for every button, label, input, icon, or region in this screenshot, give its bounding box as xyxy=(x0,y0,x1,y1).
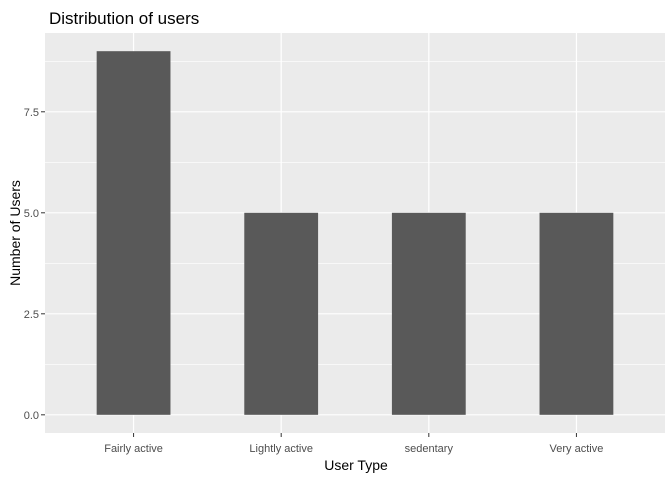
bar xyxy=(96,51,171,415)
bars xyxy=(96,51,614,415)
x-tick-label: Very active xyxy=(550,443,604,455)
y-tick-label: 7.5 xyxy=(24,107,39,119)
x-axis-title: User Type xyxy=(324,457,388,473)
x-tick-label: Lightly active xyxy=(249,443,313,455)
y-tick-label: 0.0 xyxy=(24,410,39,422)
bar xyxy=(539,212,614,415)
y-tick-label: 5.0 xyxy=(24,208,39,220)
x-tick-label: sedentary xyxy=(405,443,454,455)
chart-title: Distribution of users xyxy=(49,9,199,28)
bar xyxy=(391,212,466,415)
x-tick-label: Fairly active xyxy=(104,443,163,455)
y-tick-label: 2.5 xyxy=(24,309,39,321)
x-axis: Fairly active Lightly active sedentary Very… xyxy=(104,433,603,455)
y-axis-title: Number of Users xyxy=(7,180,23,286)
y-axis: 0.0 2.5 5.0 7.5 xyxy=(24,107,45,422)
bar xyxy=(244,212,319,415)
